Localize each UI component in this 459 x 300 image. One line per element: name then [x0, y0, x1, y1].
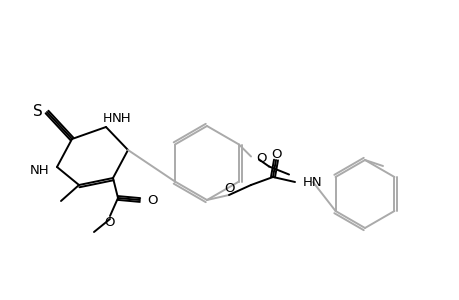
Text: O: O [224, 182, 235, 196]
Text: O: O [147, 194, 157, 206]
Text: NH: NH [112, 112, 131, 124]
Text: O: O [271, 148, 282, 160]
Text: O: O [256, 152, 266, 165]
Text: HN: HN [302, 176, 322, 188]
Text: O: O [105, 217, 115, 230]
Text: S: S [33, 103, 43, 118]
Text: NH: NH [29, 164, 49, 176]
Text: H: H [102, 112, 112, 124]
